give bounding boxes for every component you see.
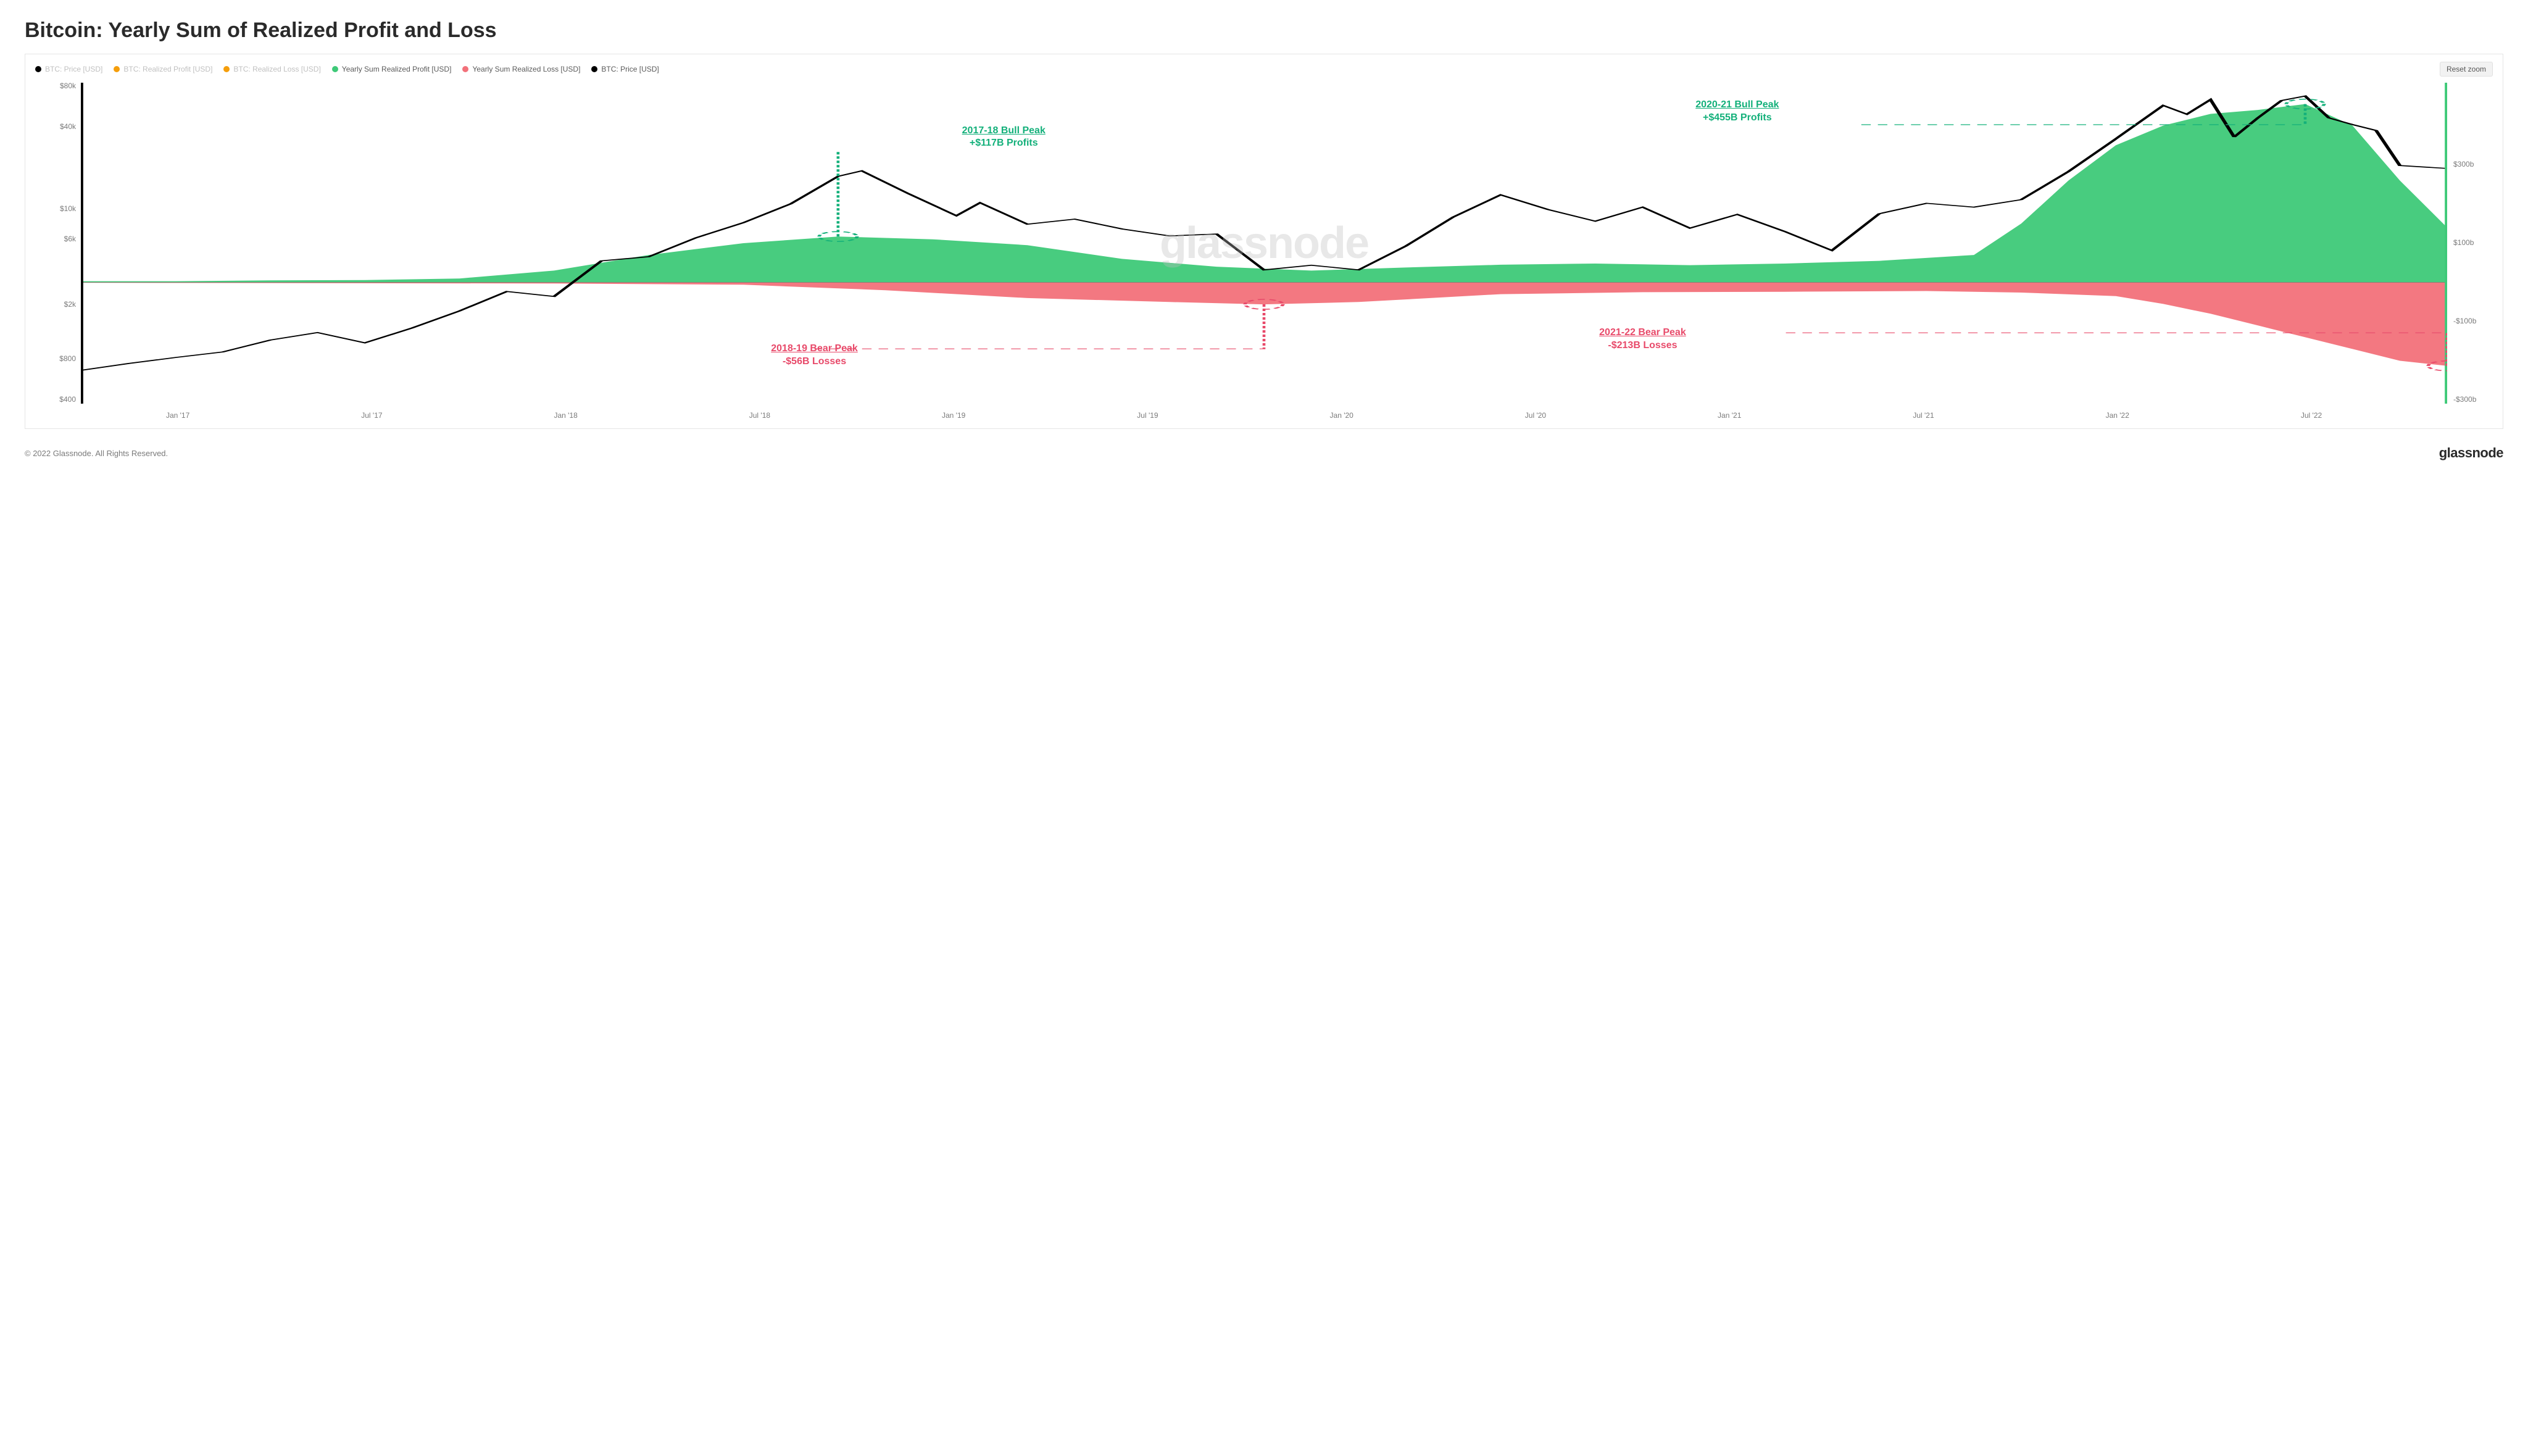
legend-btc-price-dim[interactable]: BTC: Price [USD] [35,65,102,73]
y-left-tick: $400 [59,395,76,404]
y-left-tick: $40k [60,122,76,131]
annotation-bear-2021: 2021-22 Bear Peak -$213B Losses [1599,327,1686,352]
annotation-bull-2020: 2020-21 Bull Peak +$455B Profits [1695,99,1779,125]
page-title: Bitcoin: Yearly Sum of Realized Profit a… [25,19,2503,43]
y-right-tick: -$300b [2453,395,2476,404]
x-tick: Jul '21 [1913,411,1934,420]
legend-sum-loss[interactable]: Yearly Sum Realized Loss [USD] [462,65,580,73]
legend-row: BTC: Price [USD] BTC: Realized Profit [U… [31,59,2497,83]
x-tick: Jul '17 [361,411,382,420]
chart-svg [81,83,2447,404]
x-tick: Jan '20 [1330,411,1353,420]
y-right-tick: $300b [2453,160,2474,168]
copyright: © 2022 Glassnode. All Rights Reserved. [25,449,168,458]
x-tick: Jan '18 [554,411,577,420]
brand-logo: glassnode [2439,445,2503,461]
x-tick: Jan '22 [2106,411,2129,420]
y-left-tick: $80k [60,81,76,90]
legend-btc-price[interactable]: BTC: Price [USD] [591,65,659,73]
x-tick: Jul '20 [1525,411,1546,420]
legend-realized-loss-dim[interactable]: BTC: Realized Loss [USD] [223,65,320,73]
chart-plot-area[interactable]: glassnode 2017-18 Bull Peak +$117B Profi… [31,83,2497,428]
x-tick: Jan '19 [942,411,965,420]
x-tick: Jan '17 [166,411,189,420]
legend-realized-profit-dim[interactable]: BTC: Realized Profit [USD] [114,65,212,73]
footer: © 2022 Glassnode. All Rights Reserved. g… [25,445,2503,461]
x-tick: Jul '18 [749,411,770,420]
y-right-tick: $100b [2453,238,2474,247]
y-left-tick: $6k [64,235,76,243]
x-tick: Jul '22 [2301,411,2322,420]
x-tick: Jul '19 [1137,411,1158,420]
y-left-tick: $2k [64,300,76,309]
chart-container: BTC: Price [USD] BTC: Realized Profit [U… [25,54,2503,429]
annotation-bull-2017: 2017-18 Bull Peak +$117B Profits [962,125,1046,151]
annotation-bear-2018: 2018-19 Bear Peak -$56B Losses [771,343,858,368]
y-left-tick: $10k [60,204,76,213]
y-left-tick: $800 [59,354,76,363]
legend-sum-profit[interactable]: Yearly Sum Realized Profit [USD] [332,65,452,73]
y-right-tick: -$100b [2453,317,2476,325]
x-tick: Jan '21 [1718,411,1741,420]
reset-zoom-button[interactable]: Reset zoom [2440,62,2493,77]
